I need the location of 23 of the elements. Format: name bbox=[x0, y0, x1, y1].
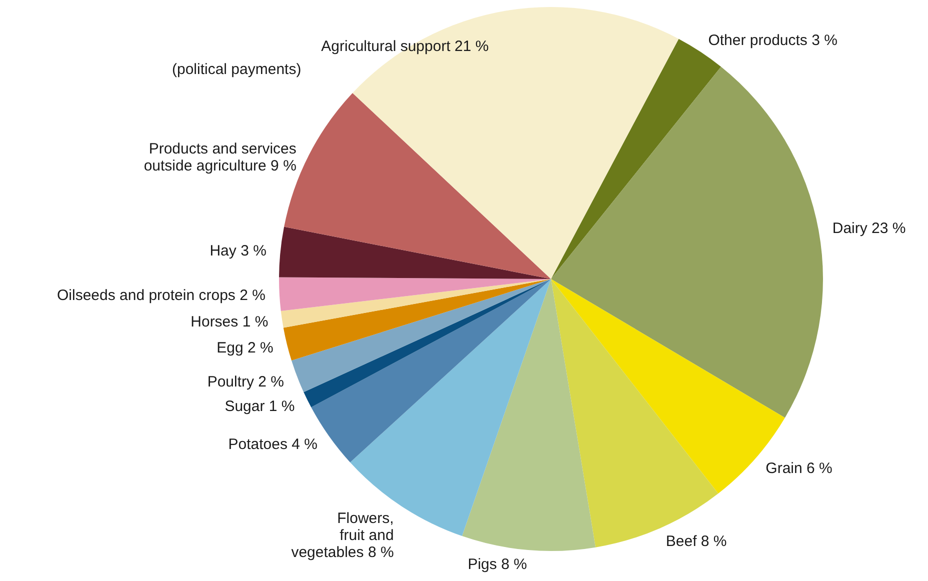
slice-label: Egg 2 % bbox=[216, 340, 274, 357]
slice-label: Dairy 23 % bbox=[832, 220, 906, 237]
pie-slice bbox=[283, 279, 551, 361]
slice-label: Oilseeds and protein crops 2 % bbox=[56, 286, 266, 304]
slice-label: Horses 1 % bbox=[190, 313, 268, 330]
slice-label: Hay 3 % bbox=[210, 242, 266, 260]
slice-label: Other products 3 % bbox=[708, 32, 838, 50]
slice-label: Products and services outside agriculture 9 % bbox=[144, 140, 296, 175]
slice-label: Poultry 2 % bbox=[207, 374, 284, 391]
pie-slice bbox=[462, 279, 596, 551]
slice-label: Agricultural support 21 % bbox=[321, 38, 489, 55]
pie-slice bbox=[279, 277, 551, 311]
pie-slice bbox=[551, 66, 823, 418]
slice-label: Beef 8 % bbox=[666, 532, 727, 550]
slice-label: Flowers, fruit and vegetables 8 % bbox=[291, 510, 394, 561]
pie-slice bbox=[279, 226, 551, 279]
pie-slice bbox=[280, 279, 551, 328]
slice-label: Sugar 1 % bbox=[224, 398, 295, 415]
slice-label: Grain 6 % bbox=[766, 460, 832, 477]
text: (political payments) bbox=[172, 61, 302, 78]
pie-slice bbox=[292, 279, 551, 392]
slice-label: Pigs 8 % bbox=[468, 556, 527, 573]
slice-label: Potatoes 4 % bbox=[228, 436, 318, 454]
